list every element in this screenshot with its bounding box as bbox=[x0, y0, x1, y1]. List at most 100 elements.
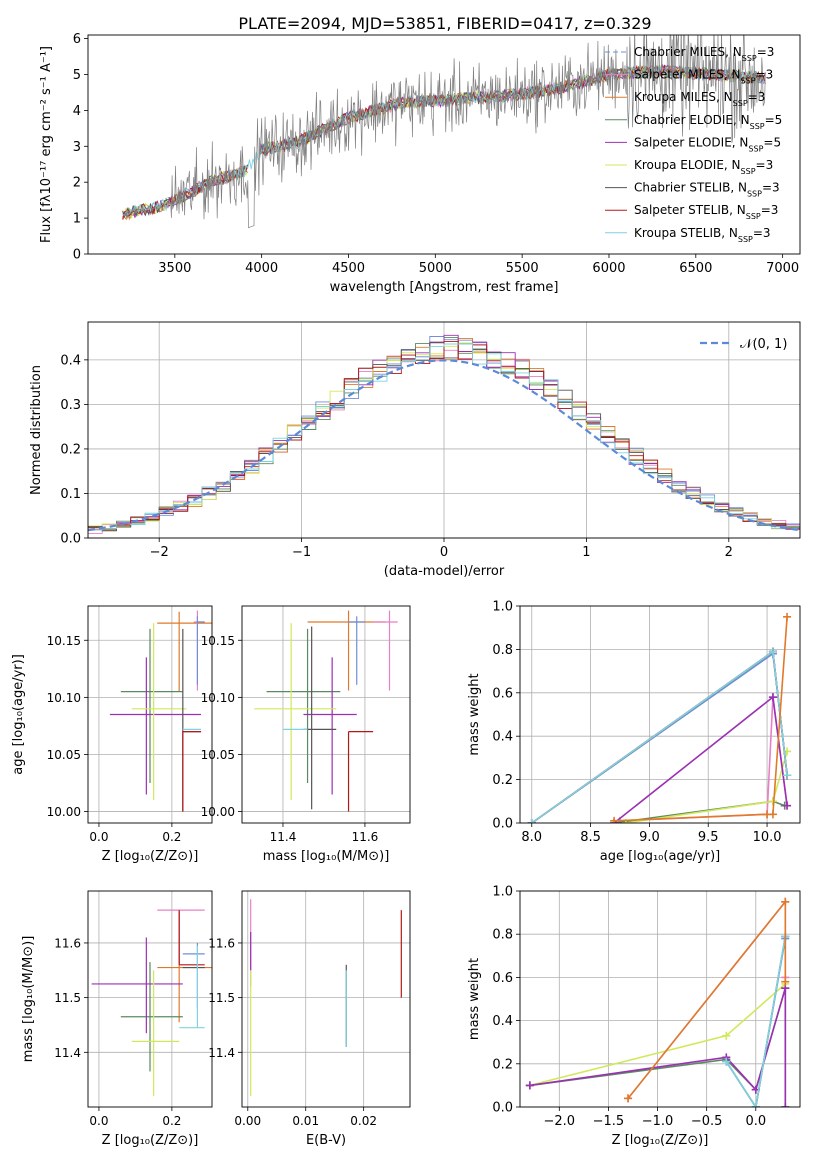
errorbar-point bbox=[196, 616, 205, 685]
y-tick-label: 0.0 bbox=[60, 532, 81, 547]
gaussian-curve bbox=[88, 359, 800, 532]
legend-entry: Salpeter ELODIE, NSSP=5 bbox=[634, 135, 781, 153]
y-tick-label: 10.00 bbox=[47, 805, 81, 819]
x-tick-label: −1.0 bbox=[642, 1114, 674, 1129]
series bbox=[610, 612, 792, 823]
x-tick-label: 2 bbox=[725, 545, 733, 560]
plot-frame bbox=[87, 34, 801, 255]
plot-area bbox=[88, 334, 800, 538]
series bbox=[616, 693, 792, 823]
panel-massweight-vs-Z: −2.0 −1.5 −1.0 −0.5 0.0 0.0 0.2 0.4 0.6 0.8 1.0 Z [… bbox=[467, 885, 801, 1148]
errorbar-point bbox=[120, 628, 183, 784]
errorbar-point bbox=[178, 910, 205, 966]
legend-entry: Chabrier ELODIE, NSSP=5 bbox=[634, 113, 782, 131]
plot-area bbox=[122, 35, 766, 229]
x-tick-label: 0.00 bbox=[234, 1114, 261, 1128]
y-tick-label: 0.8 bbox=[492, 643, 513, 658]
x-tick-label: 11.4 bbox=[270, 830, 297, 844]
y-tick-label: 0.4 bbox=[492, 1014, 513, 1029]
y-tick-label: 0.4 bbox=[492, 730, 513, 745]
x-axis-label: Z [log₁₀(Z/Z⊙)] bbox=[102, 1133, 199, 1148]
series-line bbox=[531, 650, 788, 823]
legend-entry: Salpeter STELIB, NSSP=3 bbox=[634, 203, 778, 221]
plot-area bbox=[254, 610, 398, 812]
errorbar-point bbox=[347, 731, 374, 812]
series bbox=[527, 647, 792, 823]
y-tick-label: 10.10 bbox=[47, 691, 81, 705]
data-point bbox=[525, 1081, 534, 1090]
errorbar-point bbox=[303, 657, 357, 795]
y-tick-label: 10.05 bbox=[47, 748, 81, 762]
x-axis-label: age [log₁₀(age/yr)] bbox=[600, 849, 721, 864]
panel-mass-vs-ebv: 0.00 0.01 0.02 11.4 11.5 11.6 E(B-V) bbox=[208, 890, 411, 1148]
x-tick-label: 7000 bbox=[766, 261, 799, 276]
x-tick-label: −2 bbox=[150, 545, 169, 560]
plot-frame bbox=[87, 321, 801, 539]
y-axis-label: Flux [fλ10⁻¹⁷ erg cm⁻² s⁻¹ A⁻¹] bbox=[39, 46, 54, 243]
x-tick-label: 0.01 bbox=[292, 1114, 319, 1128]
series-line bbox=[531, 652, 788, 823]
errorbar-point bbox=[131, 970, 180, 1097]
legend-entry: Kroupa STELIB, NSSP=3 bbox=[634, 226, 771, 244]
errorbar-point bbox=[254, 623, 337, 801]
y-tick-label: 0.2 bbox=[492, 773, 513, 788]
plot-frame bbox=[519, 890, 801, 1108]
y-tick-label: 11.5 bbox=[54, 991, 81, 1005]
panel-massweight-vs-age: 8.0 8.5 9.0 9.5 10.0 0.0 0.2 0.4 0.6 0.8 1.0 age [l… bbox=[467, 600, 801, 864]
series bbox=[527, 649, 792, 823]
data-point bbox=[781, 897, 790, 906]
x-tick-label: 8.5 bbox=[580, 830, 601, 845]
legend-entry: Salpeter MILES, NSSP=3 bbox=[634, 68, 773, 86]
legend-entry: Chabrier STELIB, NSSP=3 bbox=[634, 181, 780, 199]
y-tick-label: 11.4 bbox=[208, 1046, 235, 1060]
y-tick-label: 5 bbox=[73, 68, 81, 83]
x-tick-label: 0.0 bbox=[89, 830, 108, 844]
plot-frame bbox=[241, 890, 411, 1108]
data-point bbox=[610, 816, 619, 823]
y-tick-label: 1.0 bbox=[492, 885, 513, 900]
errorbar-point bbox=[179, 945, 205, 1029]
x-tick-label: 6000 bbox=[592, 261, 625, 276]
errorbar-point bbox=[91, 937, 183, 1034]
plot-area bbox=[109, 610, 212, 812]
errorbar-point bbox=[373, 610, 398, 691]
x-tick-label: −0.5 bbox=[691, 1114, 723, 1129]
y-tick-label: 10.15 bbox=[47, 634, 81, 648]
y-tick-label: 0.0 bbox=[492, 1101, 513, 1116]
x-axis-label: (data-model)/error bbox=[384, 564, 505, 579]
x-tick-label: 8.0 bbox=[521, 830, 542, 845]
x-axis-label: E(B-V) bbox=[306, 1133, 346, 1148]
panel-mass-vs-Z: 0.0 0.2 11.4 11.5 11.6 Z [log₁₀(Z/Z⊙)] mass [l… bbox=[21, 890, 213, 1148]
x-tick-label: 4500 bbox=[332, 261, 365, 276]
series bbox=[610, 693, 792, 823]
series-line bbox=[613, 695, 788, 823]
x-tick-label: 6500 bbox=[679, 261, 712, 276]
data-point bbox=[624, 1094, 633, 1103]
y-tick-label: 0.8 bbox=[492, 928, 513, 943]
panel-spectrum: 3500 4000 4500 5000 5500 6000 6500 7000 0 1 2 3 4 5 6 w… bbox=[39, 32, 801, 295]
x-tick-label: 0.2 bbox=[162, 830, 181, 844]
data-point bbox=[768, 810, 777, 819]
observed-spectrum bbox=[122, 35, 766, 229]
y-tick-label: 3 bbox=[73, 140, 81, 155]
x-tick-label: 9.5 bbox=[698, 830, 719, 845]
x-tick-label: 0.0 bbox=[745, 1114, 766, 1129]
plot-frame bbox=[241, 605, 411, 824]
data-point bbox=[781, 1103, 790, 1107]
y-tick-label: 2 bbox=[73, 176, 81, 191]
legend: Chabrier MILES, NSSP=3 Salpeter MILES, NS… bbox=[605, 45, 782, 243]
errorbar-point bbox=[182, 731, 202, 812]
data-point bbox=[783, 612, 792, 621]
x-tick-label: 0 bbox=[440, 545, 448, 560]
y-tick-label: 0.0 bbox=[492, 817, 513, 832]
data-point bbox=[783, 771, 792, 780]
x-tick-label: 0.2 bbox=[162, 1114, 181, 1128]
y-tick-label: 0.2 bbox=[60, 442, 81, 457]
x-tick-label: 4000 bbox=[245, 261, 278, 276]
y-tick-label: 11.5 bbox=[208, 991, 235, 1005]
y-tick-label: 11.6 bbox=[208, 936, 235, 950]
x-tick-label: −2.0 bbox=[544, 1114, 576, 1129]
x-tick-label: 5000 bbox=[419, 261, 452, 276]
data-point bbox=[722, 1057, 731, 1066]
